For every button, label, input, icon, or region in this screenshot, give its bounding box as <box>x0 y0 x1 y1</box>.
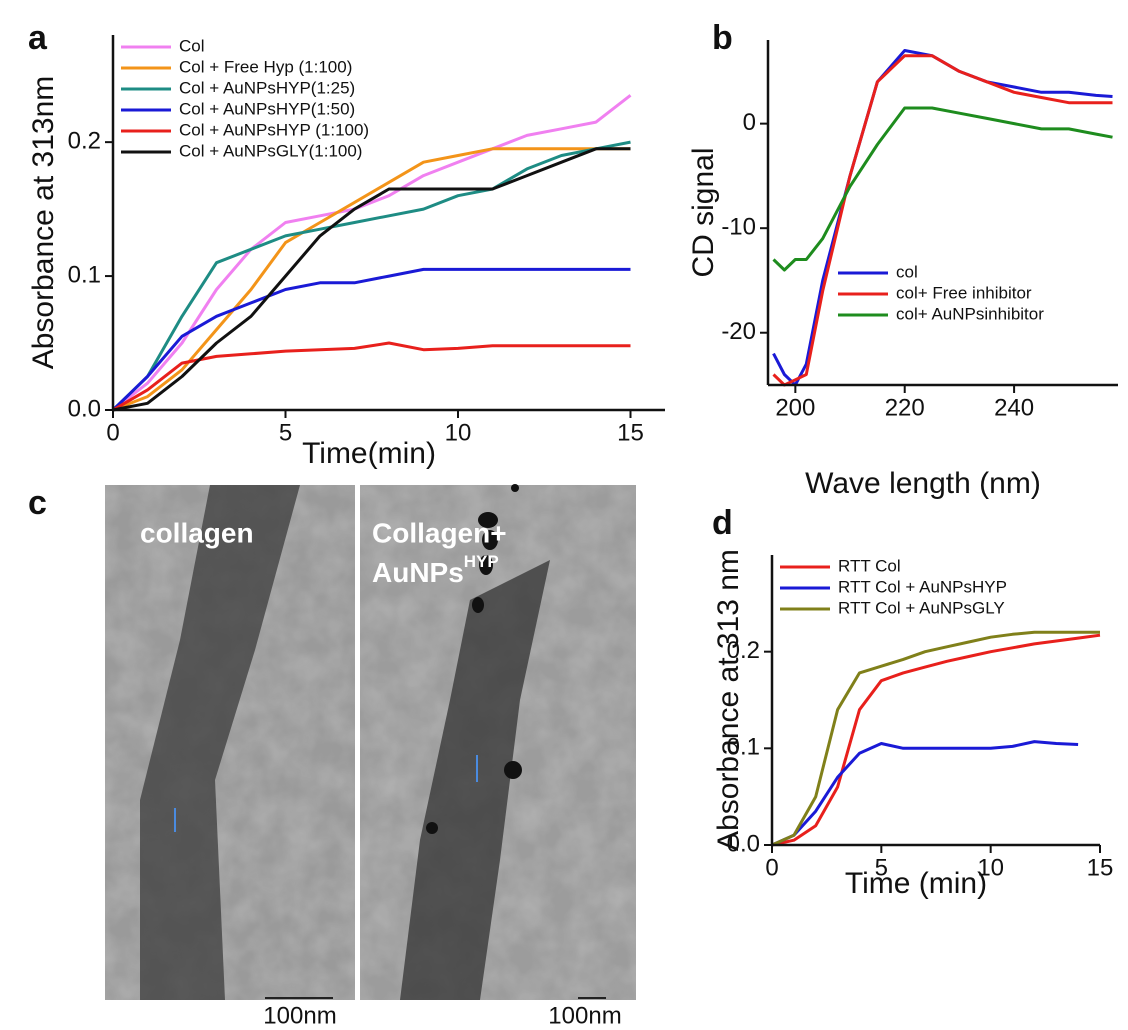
panel-label: b <box>712 19 733 57</box>
x-axis-label: Time(min) <box>302 437 436 470</box>
x-tick-label: 10 <box>977 854 1004 881</box>
x-axis-label: Wave length (nm) <box>805 467 1041 500</box>
scale-label: 100nm <box>263 1002 336 1029</box>
legend-label: Col + AuNPsHYP(1:50) <box>179 99 355 118</box>
data-line <box>112 94 632 412</box>
data-line <box>112 147 631 412</box>
y-tick-label: 0.1 <box>68 261 101 288</box>
caption: AuNPsHYP <box>372 552 499 588</box>
x-tick-label: 240 <box>994 394 1034 421</box>
panel-label: c <box>28 484 47 522</box>
data-line <box>771 633 1101 847</box>
legend-label: Col + Free Hyp (1:100) <box>179 57 352 76</box>
caption: Collagen+ <box>372 517 507 548</box>
x-tick-label: 0 <box>106 419 119 446</box>
x-tick-label: 5 <box>875 854 888 881</box>
y-axis-label: Absorbance at 313nm <box>27 76 60 370</box>
x-tick-label: 220 <box>885 394 925 421</box>
y-axis-label: CD signal <box>687 147 720 277</box>
data-line <box>772 54 1113 387</box>
data-line <box>112 147 631 412</box>
panel-label: a <box>28 19 48 57</box>
x-tick-label: 0 <box>765 854 778 881</box>
legend-label: RTT Col <box>838 556 901 575</box>
y-tick-label: 0.1 <box>727 734 760 761</box>
data-line <box>771 740 1079 847</box>
data-line <box>111 267 631 412</box>
data-line <box>772 49 1113 387</box>
data-line <box>772 106 1113 272</box>
legend-label: Col + AuNPsGLY(1:100) <box>179 141 362 160</box>
y-tick-label: -10 <box>721 214 756 241</box>
y-tick-label: 0.2 <box>727 637 760 664</box>
y-tick-label: 0.0 <box>727 830 760 857</box>
legend-label: col+ AuNPsinhibitor <box>896 304 1044 323</box>
micrograph-right <box>360 484 636 1000</box>
x-tick-label: 5 <box>279 419 292 446</box>
data-line <box>112 341 631 412</box>
caption-sup: HYP <box>464 552 499 571</box>
legend-label: RTT Col + AuNPsGLY <box>838 598 1005 617</box>
y-tick-label: -20 <box>721 318 756 345</box>
legend-label: col <box>896 262 918 281</box>
x-tick-label: 10 <box>445 419 472 446</box>
micrograph-left <box>105 485 355 1000</box>
legend-label: Col <box>179 36 205 55</box>
legend-label: Col + AuNPsHYP (1:100) <box>179 120 369 139</box>
data-line <box>111 140 631 412</box>
y-tick-label: 0.0 <box>68 395 101 422</box>
panel-label: d <box>712 504 733 542</box>
legend-label: RTT Col + AuNPsHYP <box>838 577 1007 596</box>
x-tick-label: 15 <box>617 419 644 446</box>
y-axis-label: Absorbance at 313 nm <box>712 549 745 851</box>
y-tick-label: 0.2 <box>68 127 101 154</box>
x-tick-label: 200 <box>775 394 815 421</box>
data-line <box>771 630 1100 847</box>
x-axis-label: Time (min) <box>845 867 987 900</box>
caption: collagen <box>140 517 254 548</box>
legend-label: Col + AuNPsHYP(1:25) <box>179 78 355 97</box>
legend-label: col+ Free inhibitor <box>896 283 1032 302</box>
caption: AuNPs <box>372 557 464 588</box>
y-tick-label: 0 <box>743 109 756 136</box>
x-tick-label: 15 <box>1087 854 1114 881</box>
scale-label: 100nm <box>548 1002 621 1029</box>
